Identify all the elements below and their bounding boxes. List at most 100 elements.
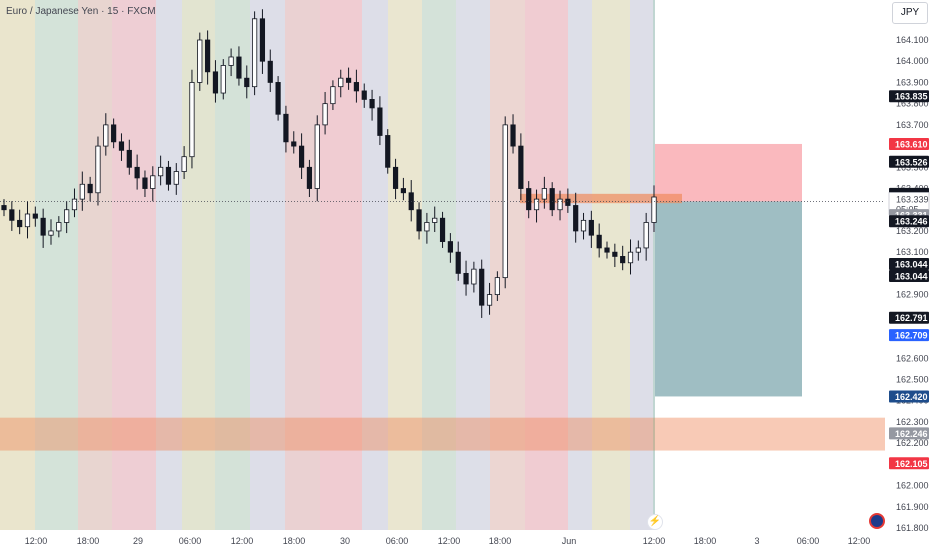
session-band-18 bbox=[630, 0, 655, 530]
price-tag-value: 163.044 bbox=[895, 260, 928, 270]
candle-35 bbox=[275, 76, 281, 121]
candle-47 bbox=[369, 89, 375, 121]
candle-78 bbox=[612, 243, 618, 268]
candle-12 bbox=[95, 136, 101, 206]
candle-10 bbox=[79, 171, 85, 211]
y-tick-label: 164.000 bbox=[896, 56, 929, 66]
candle-34 bbox=[267, 49, 273, 92]
candle-14 bbox=[111, 118, 117, 149]
x-tick-label: 3 bbox=[754, 536, 759, 546]
x-tick-label: 29 bbox=[133, 536, 143, 546]
candle-71 bbox=[557, 190, 563, 221]
session-band-16 bbox=[568, 0, 592, 530]
candle-17 bbox=[134, 154, 140, 190]
candle-45 bbox=[353, 69, 360, 103]
candle-24 bbox=[189, 69, 195, 169]
candle-49 bbox=[385, 129, 391, 174]
x-tick-label: 18:00 bbox=[77, 536, 100, 546]
session-band-13 bbox=[456, 0, 490, 530]
price-tag-bg bbox=[889, 329, 929, 342]
candle-59 bbox=[463, 260, 469, 296]
candle-36 bbox=[283, 105, 289, 153]
take-profit-zone bbox=[655, 201, 802, 397]
currency-button[interactable]: JPY bbox=[892, 2, 928, 24]
candle-39 bbox=[306, 159, 313, 198]
candle-18 bbox=[142, 170, 148, 198]
candle-23 bbox=[181, 146, 187, 179]
y-tick-label: 163.900 bbox=[896, 77, 929, 87]
price-tag-bg bbox=[889, 457, 929, 470]
candle-5 bbox=[40, 208, 46, 248]
x-tick-label: Jun bbox=[562, 536, 577, 546]
candle-37 bbox=[291, 131, 297, 154]
candle-25 bbox=[197, 32, 203, 91]
lightning-icon[interactable]: ⚡ bbox=[647, 514, 663, 530]
y-tick-label: 163.700 bbox=[896, 120, 929, 130]
candle-9 bbox=[71, 188, 78, 218]
price-tag-value: 163.610 bbox=[895, 139, 928, 149]
price-tag-value: 162.246 bbox=[895, 429, 928, 439]
candle-82 bbox=[643, 212, 649, 261]
candle-8 bbox=[64, 201, 70, 234]
candle-16 bbox=[126, 139, 132, 175]
support-zone bbox=[0, 417, 885, 451]
session-band-10 bbox=[362, 0, 388, 530]
candle-77 bbox=[604, 241, 610, 259]
candle-51 bbox=[400, 177, 406, 201]
candle-79 bbox=[620, 245, 626, 271]
x-tick-label: 06:00 bbox=[179, 536, 202, 546]
candle-65 bbox=[510, 114, 516, 154]
session-band-0 bbox=[0, 0, 35, 530]
y-tick-label: 161.900 bbox=[896, 502, 929, 512]
y-tick-label: 161.800 bbox=[896, 523, 929, 533]
x-tick-label: 12:00 bbox=[25, 536, 48, 546]
session-band-8 bbox=[285, 0, 320, 530]
candle-11 bbox=[87, 176, 93, 202]
price-tag-bg bbox=[889, 90, 929, 103]
price-tag-value: 162.420 bbox=[895, 392, 928, 402]
session-band-4 bbox=[156, 0, 182, 530]
candle-15 bbox=[118, 133, 125, 161]
current-price-value: 163.339 bbox=[896, 194, 929, 204]
candle-83 bbox=[651, 185, 657, 233]
candle-13 bbox=[103, 113, 109, 156]
candle-6 bbox=[48, 219, 54, 245]
session-band-12 bbox=[422, 0, 456, 530]
chart-settings-icon[interactable] bbox=[869, 513, 885, 529]
candle-46 bbox=[361, 83, 367, 108]
candle-53 bbox=[416, 202, 422, 240]
candle-32 bbox=[252, 11, 258, 96]
candle-57 bbox=[447, 233, 453, 263]
candle-2 bbox=[17, 209, 23, 235]
candle-40 bbox=[314, 115, 320, 202]
candle-0 bbox=[1, 199, 7, 217]
price-tag-value: 163.835 bbox=[895, 92, 928, 102]
session-band-2 bbox=[78, 0, 112, 530]
candle-44 bbox=[345, 67, 352, 90]
candle-68 bbox=[533, 189, 540, 223]
x-tick-label: 18:00 bbox=[489, 536, 512, 546]
candle-27 bbox=[212, 60, 219, 103]
candle-63 bbox=[494, 271, 500, 301]
x-tick-label: 18:00 bbox=[694, 536, 717, 546]
x-tick-label: 12:00 bbox=[643, 536, 666, 546]
price-tag-bg bbox=[889, 390, 929, 403]
candle-61 bbox=[479, 259, 485, 318]
price-tag-bg bbox=[889, 137, 929, 150]
candle-80 bbox=[627, 239, 634, 275]
session-band-1 bbox=[35, 0, 78, 530]
x-tick-label: 30 bbox=[340, 536, 350, 546]
candle-54 bbox=[424, 212, 430, 244]
session-band-3 bbox=[112, 0, 156, 530]
candle-67 bbox=[526, 181, 532, 219]
candle-74 bbox=[580, 212, 587, 240]
y-tick-label: 163.800 bbox=[896, 99, 929, 109]
candle-28 bbox=[220, 59, 226, 100]
candle-33 bbox=[259, 9, 266, 74]
price-tag-value: 163.526 bbox=[895, 157, 928, 167]
y-tick-label: 162.300 bbox=[896, 417, 929, 427]
candle-73 bbox=[573, 192, 579, 243]
candle-76 bbox=[596, 223, 602, 258]
